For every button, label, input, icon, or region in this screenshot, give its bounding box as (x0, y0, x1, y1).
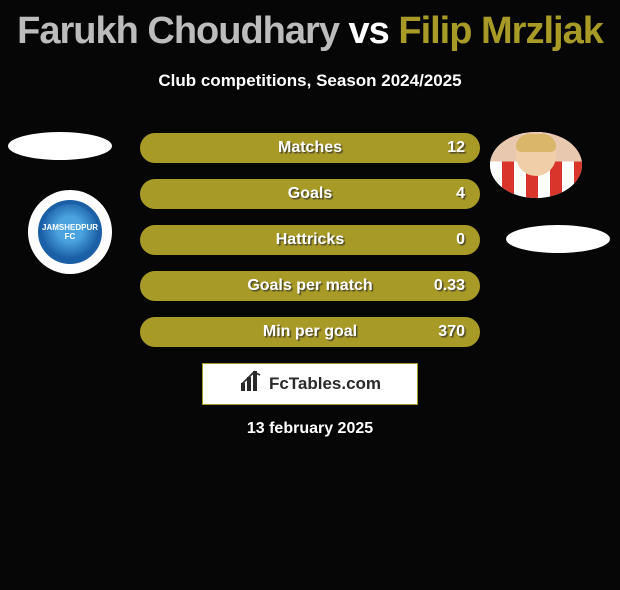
stat-value: 0.33 (434, 277, 465, 295)
stat-value: 370 (438, 323, 465, 341)
club-badge-icon: JAMSHEDPUR FC (38, 200, 102, 264)
club-badge-text: JAMSHEDPUR FC (42, 223, 98, 241)
player-b-name: Filip Mrzljak (398, 10, 602, 52)
player-a-club-badge: JAMSHEDPUR FC (28, 190, 112, 274)
stat-bar-goals: Goals 4 (140, 179, 480, 209)
player-b-club-placeholder (506, 225, 610, 253)
stat-label: Min per goal (263, 323, 357, 341)
stat-value: 4 (456, 185, 465, 203)
stat-label: Hattricks (276, 231, 344, 249)
stat-bar-min-per-goal: Min per goal 370 (140, 317, 480, 347)
stat-value: 12 (447, 139, 465, 157)
footer-logo-text: FcTables.com (269, 374, 381, 394)
player-a-avatar-placeholder (8, 132, 112, 160)
player-b-hair-icon (516, 134, 556, 152)
stat-value: 0 (456, 231, 465, 249)
stat-bar-matches: Matches 12 (140, 133, 480, 163)
vs-text: vs (349, 10, 389, 52)
player-b-jersey-icon (490, 132, 582, 198)
stat-bar-hattricks: Hattricks 0 (140, 225, 480, 255)
stat-bar-goals-per-match: Goals per match 0.33 (140, 271, 480, 301)
subtitle: Club competitions, Season 2024/2025 (0, 71, 620, 91)
player-b-avatar (490, 132, 582, 198)
player-a-name: Farukh Choudhary (17, 10, 339, 52)
date-text: 13 february 2025 (0, 420, 620, 438)
stat-label: Goals per match (247, 277, 372, 295)
stat-label: Goals (288, 185, 332, 203)
stat-label: Matches (278, 139, 342, 157)
chart-bars-icon (239, 371, 263, 398)
footer-logo: FcTables.com (202, 363, 418, 405)
comparison-title: Farukh Choudhary vs Filip Mrzljak (0, 10, 620, 53)
stat-bars: Matches 12 Goals 4 Hattricks 0 Goals per… (140, 133, 480, 363)
